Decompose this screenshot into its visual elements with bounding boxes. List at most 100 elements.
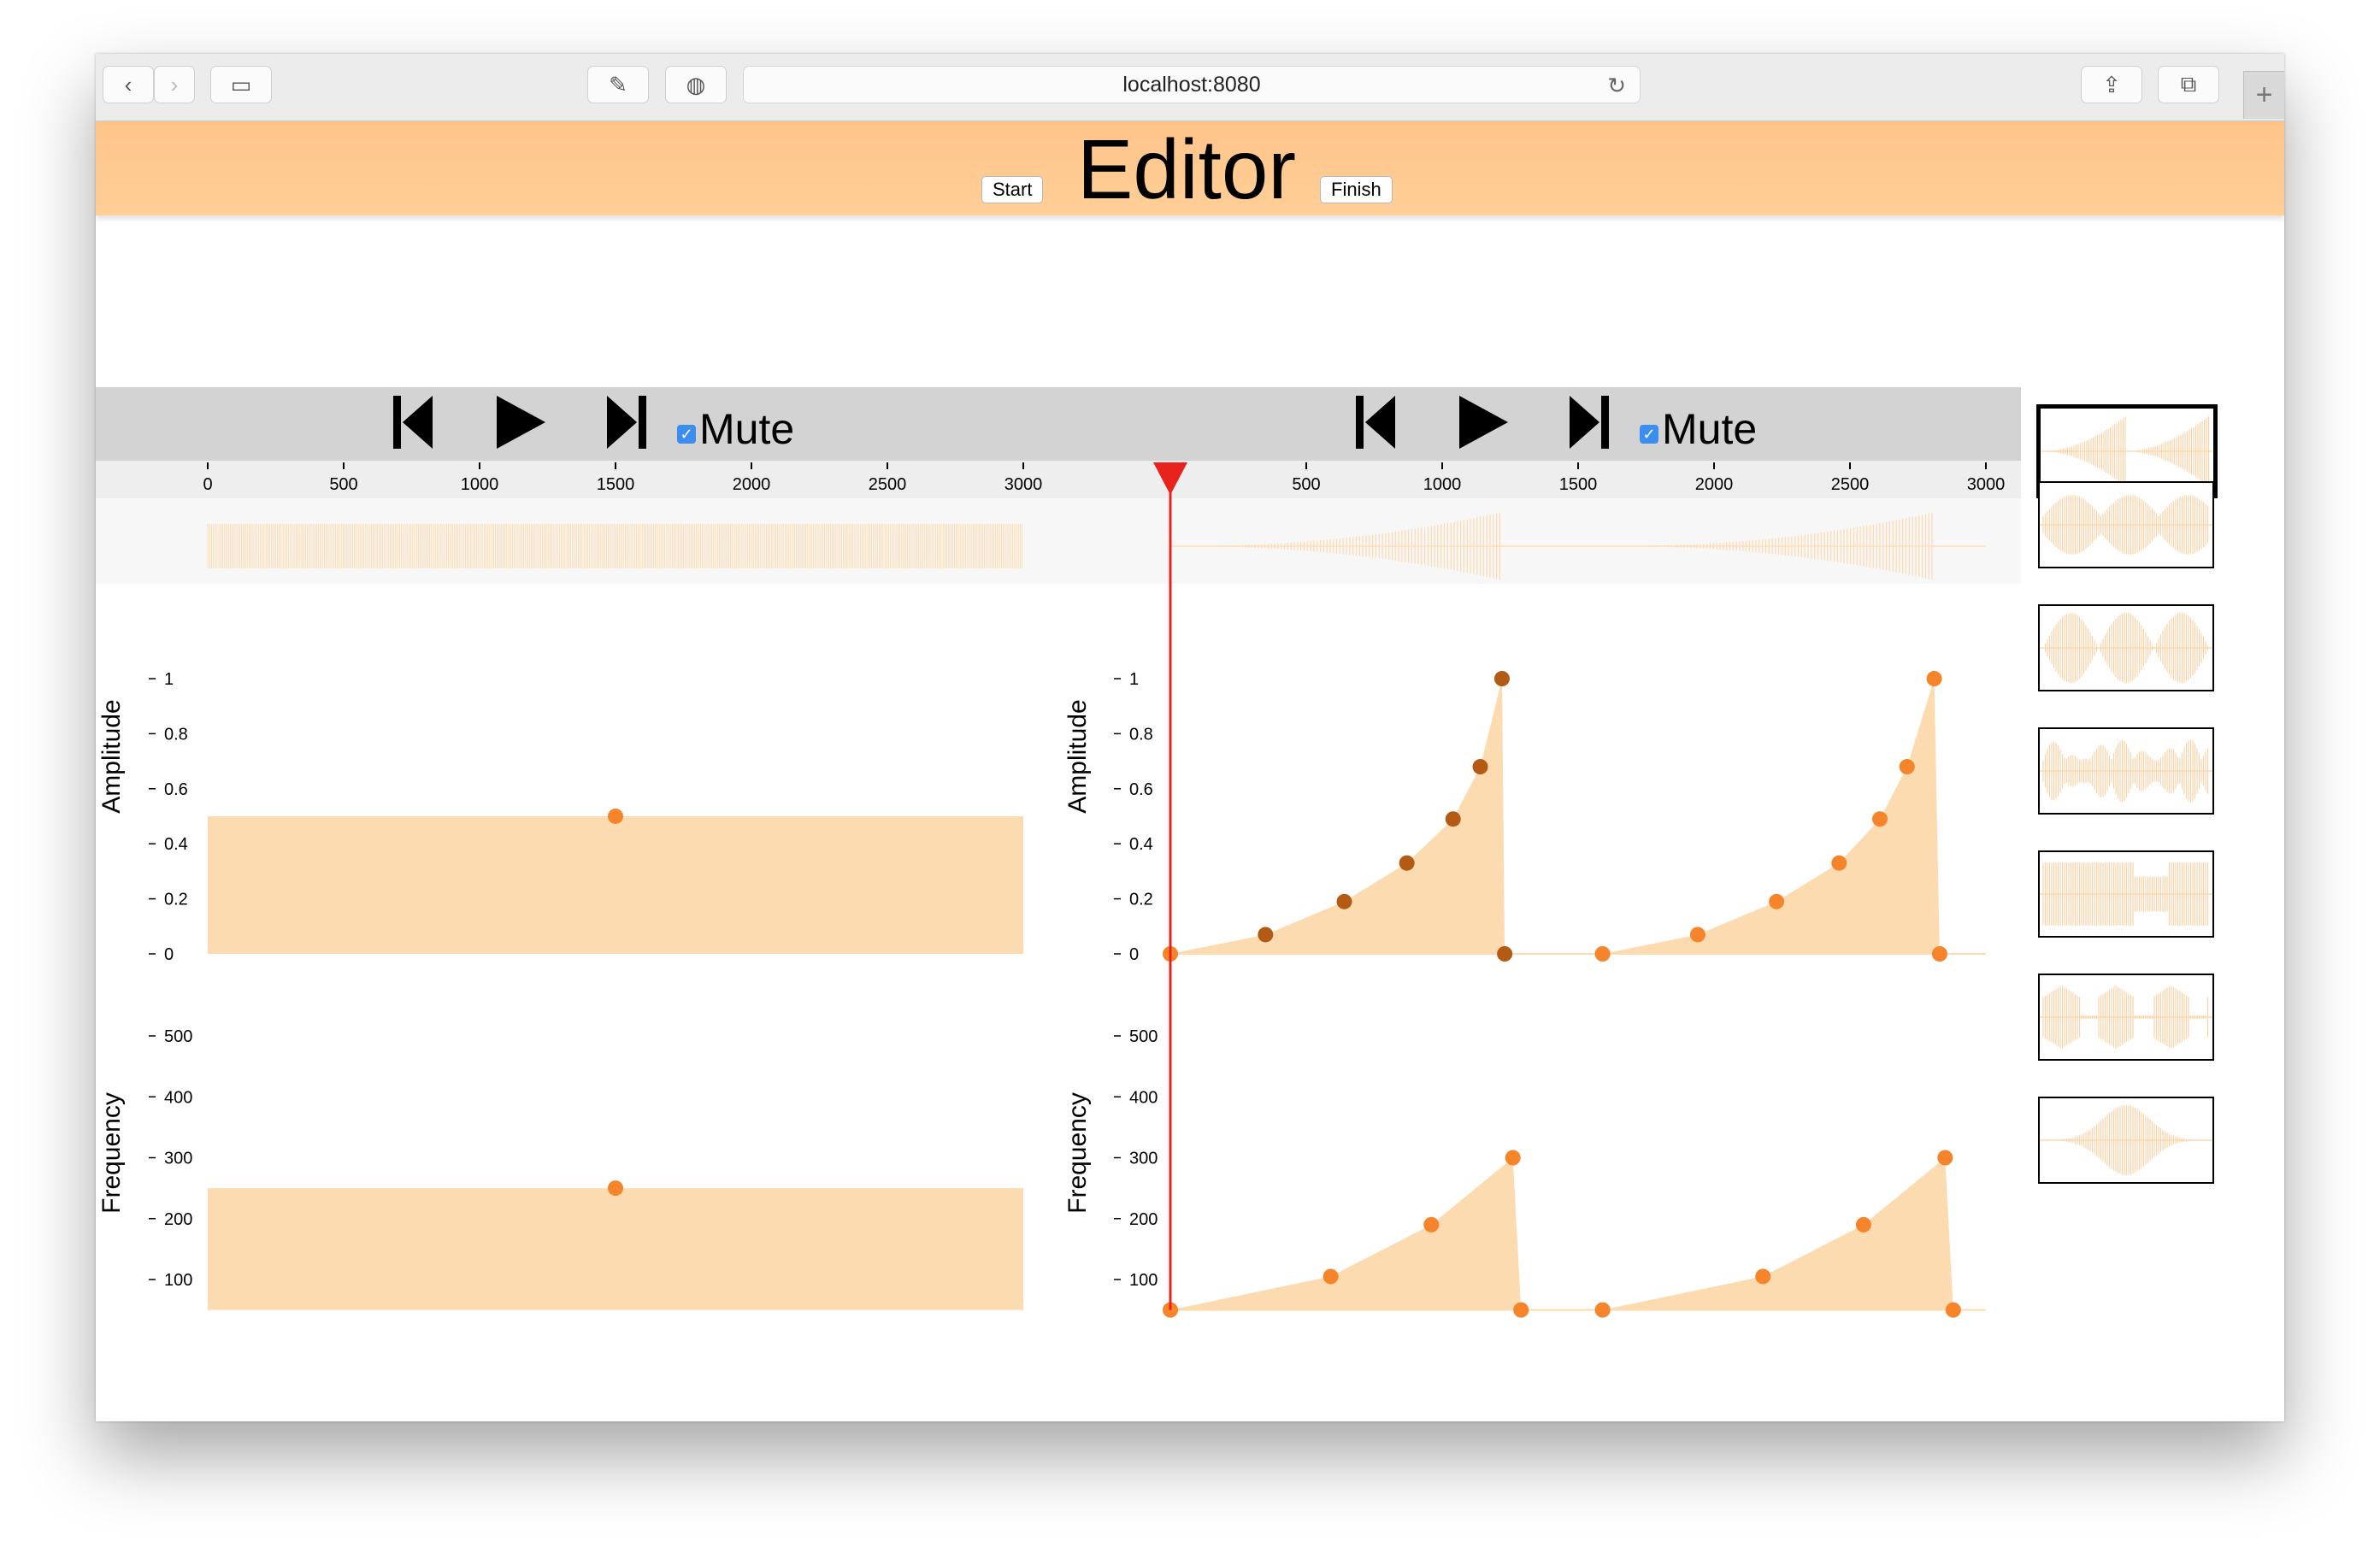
thumbnail-wave <box>2041 416 2213 486</box>
browser-window: ‹ › ▭ ✎ ◍ localhost:8080 ↻ ⇪ ⧉ + Start E… <box>96 54 2284 1421</box>
timeline-tick-label: 3000 <box>1004 475 1043 494</box>
mute-checkbox[interactable]: ✓ <box>1640 425 1658 444</box>
timeline-tick-label: 1500 <box>597 475 635 494</box>
thumbnail-waveform <box>2040 1105 2212 1175</box>
player-control-bar: ✓ Mute ✓ Mute <box>96 387 2021 461</box>
editor-header: Start Editor Finish <box>96 121 2284 216</box>
browser-toolbar: ‹ › ▭ ✎ ◍ localhost:8080 ↻ ⇪ ⧉ + <box>96 54 2284 121</box>
amplitude-tick-label: 0.6 <box>164 780 188 799</box>
finish-button[interactable]: Finish <box>1320 176 1393 203</box>
editor-canvas[interactable]: 0 500 1000 1500 2000 2500 3000 500 1000 1500 2000 2… <box>96 461 2021 1421</box>
frequency-point <box>1855 1216 1871 1232</box>
amplitude-point <box>1258 927 1274 943</box>
page-title: Editor <box>1077 122 1297 216</box>
timeline-tick-label: 500 <box>329 475 357 494</box>
amplitude-tick-label: 0.4 <box>1129 835 1153 854</box>
timeline-tick-label: 500 <box>1292 475 1320 494</box>
mute-toggle[interactable]: ✓ Mute <box>1640 404 1757 454</box>
timeline-axis[interactable] <box>96 461 2021 498</box>
frequency-point <box>1423 1216 1440 1232</box>
play-icon[interactable] <box>1457 394 1510 454</box>
amplitude-tick-label: 0.6 <box>1129 780 1153 799</box>
thumbnail-3[interactable] <box>2038 604 2214 691</box>
back-button[interactable]: ‹ <box>103 66 154 103</box>
amplitude-point <box>1399 855 1415 871</box>
amplitude-point <box>1497 946 1513 962</box>
thumbnail-7[interactable] <box>2038 1097 2214 1184</box>
mute-label: Mute <box>1662 405 1758 453</box>
amplitude-point <box>1871 811 1888 827</box>
frequency-tick-label: 400 <box>164 1088 192 1107</box>
mute-label: Mute <box>699 405 795 453</box>
skip-back-icon[interactable] <box>392 394 434 454</box>
skip-forward-icon[interactable] <box>605 394 648 454</box>
frequency-point <box>1755 1268 1771 1285</box>
timeline-tick-label: 0 <box>203 475 212 494</box>
frequency-tick-label: 200 <box>164 1210 192 1229</box>
timeline-tick-label: 1000 <box>461 475 499 494</box>
thumbnail-4[interactable] <box>2038 727 2214 815</box>
amplitude-tick-label: 1 <box>164 670 174 689</box>
frequency-tick-label: 100 <box>164 1271 192 1290</box>
thumbnail-waveform <box>2040 862 2212 926</box>
frequency-axis-label: Frequency <box>97 1092 126 1214</box>
amplitude-envelope <box>1602 679 1940 954</box>
frequency-tick-label: 200 <box>1129 1210 1158 1229</box>
new-tab-icon[interactable]: + <box>2243 71 2284 119</box>
timeline-tick-label: 2000 <box>1695 475 1734 494</box>
amplitude-point <box>1472 759 1488 775</box>
mute-checkbox[interactable]: ✓ <box>677 425 696 444</box>
thumbnail-2[interactable] <box>2038 481 2214 568</box>
thumbnail-waveform <box>2040 985 2212 1049</box>
amplitude-point <box>1445 811 1461 827</box>
amplitude-area <box>208 816 1023 954</box>
amplitude-tick-label: 0.2 <box>164 891 188 909</box>
amplitude-axis-label: Amplitude <box>1063 699 1092 813</box>
frequency-tick-label: 100 <box>1129 1271 1158 1290</box>
mute-toggle[interactable]: ✓ Mute <box>677 404 794 454</box>
thumbnail-waveform <box>2041 416 2213 486</box>
evernote-extension-icon[interactable]: ✎ <box>587 66 649 103</box>
amplitude-tick-label: 0 <box>164 945 174 964</box>
amplitude-envelope <box>1170 679 1505 954</box>
amplitude-axis-label: Amplitude <box>97 699 126 813</box>
thumbnail-5[interactable] <box>2038 850 2214 938</box>
amplitude-tick-label: 1 <box>1129 670 1139 689</box>
frequency-tick-label: 500 <box>1129 1027 1158 1046</box>
frequency-tick-label: 300 <box>164 1150 192 1168</box>
amplitude-point <box>1899 759 1915 775</box>
frequency-envelope <box>1602 1157 1953 1310</box>
shield-extension-icon[interactable]: ◍ <box>665 66 727 103</box>
address-bar[interactable]: localhost:8080 ↻ <box>743 66 1641 103</box>
forward-button[interactable]: › <box>154 66 195 103</box>
tabs-overview-icon[interactable]: ⧉ <box>2158 66 2219 103</box>
timeline-tick-label: 2500 <box>869 475 907 494</box>
frequency-tick-label: 400 <box>1129 1088 1158 1107</box>
timeline-tick-label: 1500 <box>1559 475 1598 494</box>
frequency-envelope <box>1170 1157 1522 1310</box>
amplitude-point <box>1594 946 1611 962</box>
share-icon[interactable]: ⇪ <box>2081 66 2142 103</box>
amplitude-point <box>1689 927 1705 943</box>
amplitude-tick-label: 0.8 <box>1129 725 1153 744</box>
thumbnail-waveform <box>2040 613 2212 683</box>
frequency-point <box>1513 1302 1529 1318</box>
frequency-point <box>1945 1302 1961 1318</box>
timeline-tick-label: 3000 <box>1967 475 2006 494</box>
reload-icon[interactable]: ↻ <box>1607 73 1626 98</box>
thumbnail-waveform <box>2040 495 2212 555</box>
frequency-area <box>208 1188 1023 1310</box>
thumbnail-6[interactable] <box>2038 974 2214 1061</box>
amplitude-point <box>608 809 623 824</box>
amplitude-point <box>1831 855 1847 871</box>
thumbnail-wave <box>2040 1105 2212 1175</box>
sidebar-toggle-icon[interactable]: ▭ <box>210 66 272 103</box>
url-text: localhost:8080 <box>1122 72 1261 97</box>
frequency-point <box>1505 1150 1521 1166</box>
thumbnail-wave <box>2040 985 2212 1049</box>
start-button[interactable]: Start <box>981 176 1044 203</box>
overview-waveform-right <box>1170 512 1986 580</box>
skip-back-icon[interactable] <box>1354 394 1397 454</box>
skip-forward-icon[interactable] <box>1568 394 1611 454</box>
play-icon[interactable] <box>494 394 547 454</box>
